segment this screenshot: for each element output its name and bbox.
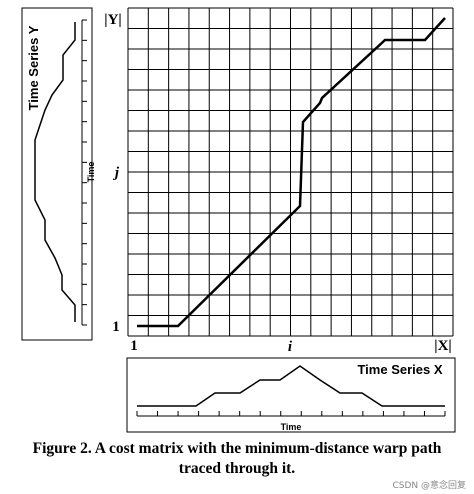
- caption-line: Figure 2. A cost matrix with the minimum…: [33, 440, 442, 457]
- series-y-title: Time Series Y: [26, 25, 41, 110]
- series-x-ticks: [136, 411, 446, 416]
- series-y-panel: [21, 7, 93, 341]
- x-label-left: 1: [130, 338, 138, 354]
- series-y-axis-label: Time: [86, 162, 96, 183]
- y-label-bottom: 1: [112, 319, 120, 335]
- series-y-curve: [34, 22, 76, 322]
- series-x-curve: [137, 365, 445, 407]
- y-label-top: |Y|: [104, 12, 121, 28]
- warp-path: [137, 17, 446, 328]
- cost-matrix-grid: [127, 7, 454, 337]
- series-x-axis-label: Time: [281, 422, 302, 432]
- series-x-panel: [126, 357, 456, 433]
- y-label-mid: j: [113, 165, 120, 181]
- x-label-right: |X|: [434, 338, 451, 354]
- x-label-mid: i: [288, 339, 293, 355]
- watermark: CSDN @意念回复: [392, 479, 466, 491]
- series-y-ticks: [82, 19, 87, 326]
- caption-line: traced through it.: [179, 460, 296, 477]
- series-x-title: Time Series X: [357, 362, 442, 377]
